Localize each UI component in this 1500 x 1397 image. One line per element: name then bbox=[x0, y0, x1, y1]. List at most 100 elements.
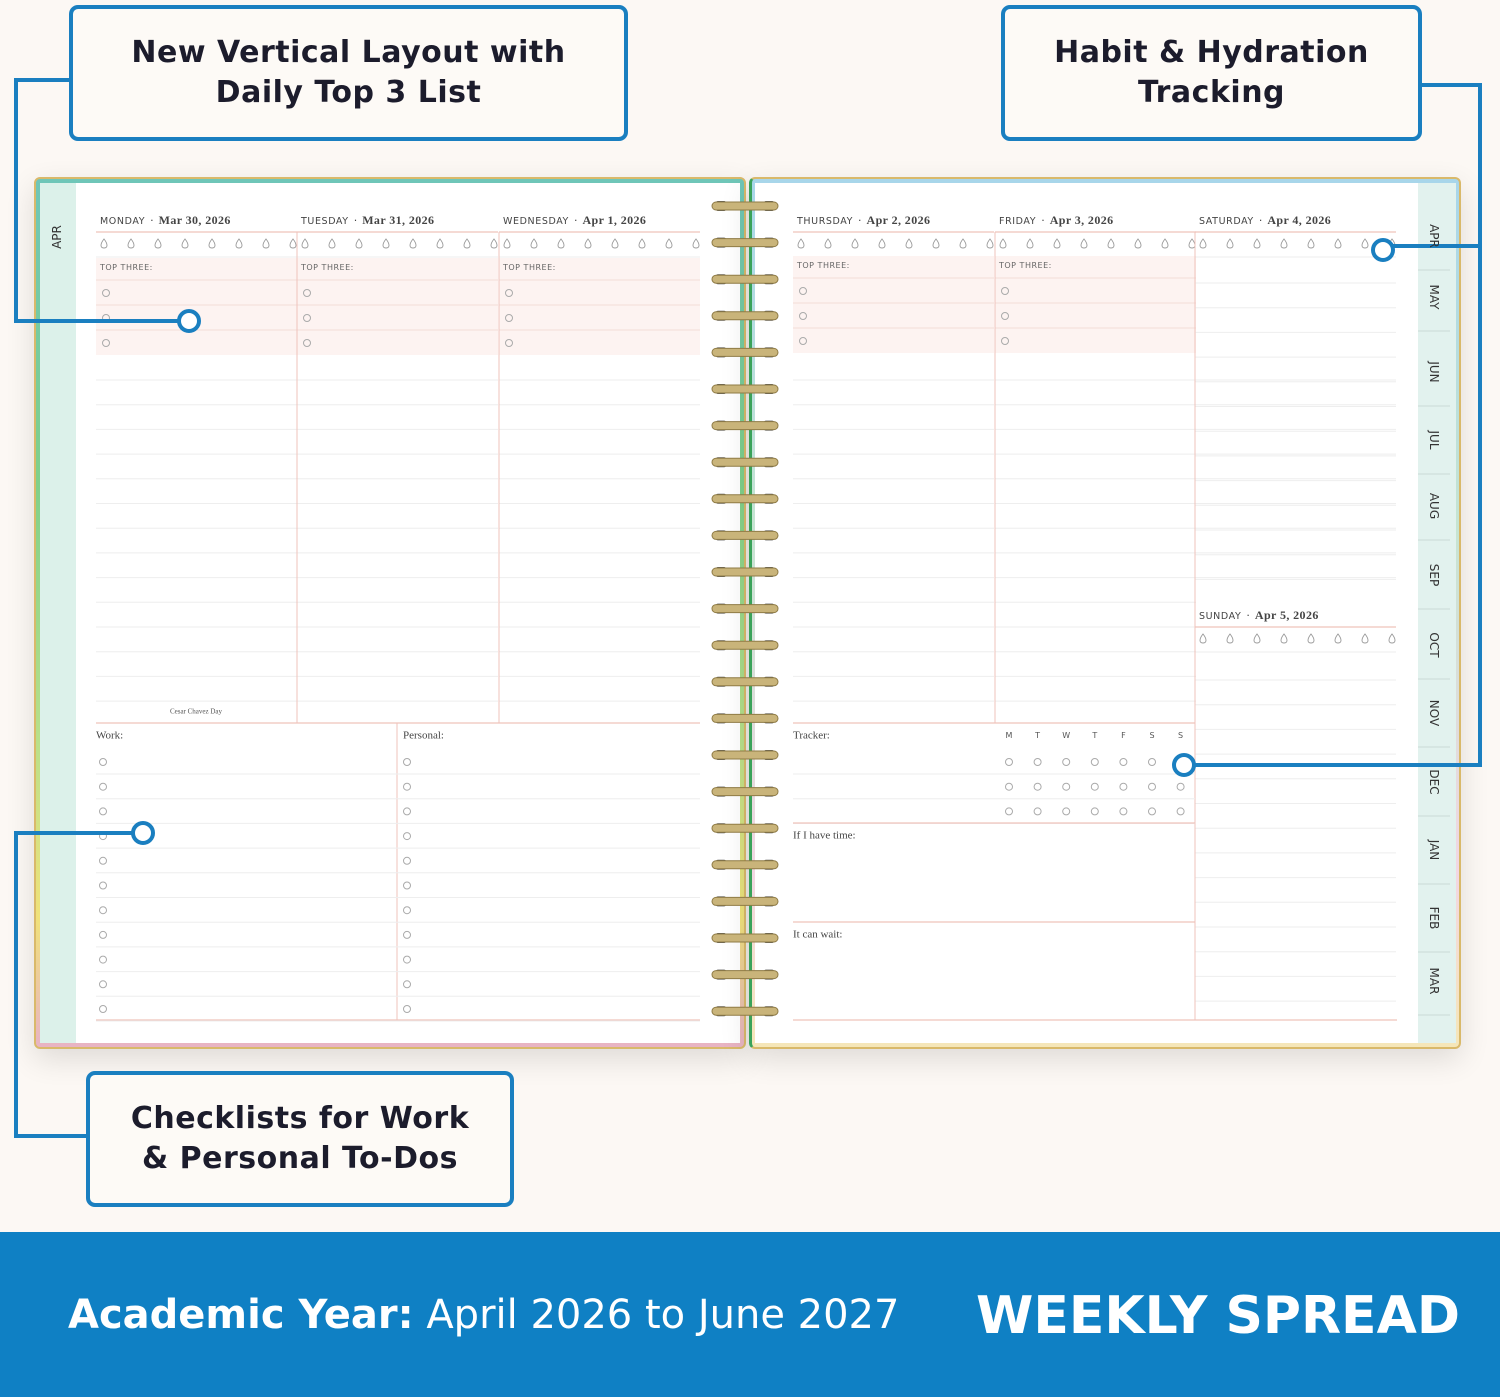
day-header-part: · bbox=[1246, 609, 1250, 622]
spiral-ring bbox=[711, 421, 779, 431]
water-drop bbox=[1161, 238, 1169, 249]
tracker-day: T bbox=[1035, 731, 1041, 740]
checkbox bbox=[505, 289, 513, 297]
checkbox bbox=[1148, 807, 1156, 816]
water-drop bbox=[1134, 238, 1142, 249]
water-drop bbox=[851, 238, 859, 249]
spiral-ring bbox=[711, 201, 779, 211]
spiral-ring bbox=[711, 713, 779, 723]
water-drop bbox=[262, 238, 270, 249]
tracker-day: W bbox=[1062, 731, 1071, 740]
footer-label: Academic Year: bbox=[68, 1292, 414, 1338]
tab-label: JAN bbox=[1427, 839, 1441, 861]
top-three-band bbox=[96, 258, 297, 355]
day-header: WEDNESDAY · Apr 1, 2026 bbox=[503, 211, 646, 227]
water-drop bbox=[1388, 633, 1396, 644]
connector-dot bbox=[131, 821, 155, 845]
checkbox bbox=[303, 289, 311, 297]
day-header-part: Apr 3, 2026 bbox=[1049, 213, 1114, 227]
tracker-day: S bbox=[1149, 731, 1155, 740]
day-header-part: THURSDAY bbox=[797, 216, 854, 227]
water-drop bbox=[355, 238, 363, 249]
checkbox bbox=[99, 782, 107, 791]
day-header-part: · bbox=[1258, 214, 1263, 227]
checkbox bbox=[99, 881, 107, 890]
spiral-ring bbox=[711, 567, 779, 577]
spiral-ring bbox=[711, 494, 779, 504]
tab-label: FEB bbox=[1427, 906, 1441, 930]
spiral-ring bbox=[711, 860, 779, 870]
section-label: Personal: bbox=[403, 729, 444, 742]
checkbox bbox=[99, 930, 107, 939]
water-drop bbox=[1026, 238, 1034, 249]
water-drop bbox=[154, 238, 162, 249]
water-drop bbox=[1199, 633, 1207, 644]
checkbox bbox=[403, 881, 411, 890]
checkbox bbox=[403, 1005, 411, 1013]
top-three-band bbox=[793, 256, 994, 353]
water-drop bbox=[1253, 238, 1261, 249]
footer-range: April 2026 to June 2027 bbox=[426, 1292, 900, 1338]
tab-label: SEP bbox=[1427, 563, 1441, 587]
water-drop bbox=[1188, 238, 1196, 249]
top-three-band bbox=[995, 256, 1196, 353]
spiral-ring bbox=[711, 640, 779, 650]
checkbox bbox=[505, 339, 513, 347]
water-drop bbox=[824, 238, 832, 249]
checkbox bbox=[1148, 782, 1156, 791]
tab-label: MAR bbox=[1427, 967, 1441, 995]
tracker-day: T bbox=[1092, 731, 1098, 740]
water-drop bbox=[638, 238, 646, 249]
water-drop bbox=[490, 238, 498, 249]
callout-text: Daily Top 3 List bbox=[215, 75, 482, 110]
callout-text: Tracking bbox=[1137, 75, 1286, 110]
tracker-day: M bbox=[1005, 731, 1013, 740]
checkbox bbox=[99, 906, 107, 915]
connector-dot bbox=[177, 309, 201, 333]
checkbox bbox=[1033, 758, 1042, 766]
checkbox bbox=[99, 1005, 107, 1013]
checkbox bbox=[1119, 782, 1128, 791]
checkbox bbox=[102, 339, 110, 347]
day-header: MONDAY · Mar 30, 2026 bbox=[100, 211, 231, 227]
water-drop bbox=[1334, 633, 1342, 644]
checkbox bbox=[99, 758, 107, 766]
spiral-ring bbox=[711, 823, 779, 833]
spiral-ring bbox=[711, 750, 779, 760]
connector-dot bbox=[1371, 238, 1395, 262]
water-drop bbox=[1334, 238, 1342, 249]
right-tab-strip bbox=[1416, 183, 1456, 1043]
connector-line bbox=[1194, 83, 1482, 767]
water-drop bbox=[235, 238, 243, 249]
tab-label: OCT bbox=[1427, 632, 1441, 658]
water-drop bbox=[1307, 238, 1315, 249]
day-header-part: Apr 1, 2026 bbox=[582, 213, 647, 227]
spiral-ring bbox=[711, 970, 779, 980]
spiral-ring bbox=[711, 238, 779, 248]
checkbox bbox=[1005, 807, 1013, 816]
checkbox bbox=[403, 906, 411, 915]
water-drop bbox=[409, 238, 417, 249]
day-header-part: · bbox=[1041, 214, 1045, 227]
checkbox bbox=[1033, 782, 1042, 791]
left-tab-strip bbox=[40, 183, 80, 1043]
water-drop bbox=[1307, 633, 1315, 644]
water-drop bbox=[463, 238, 471, 249]
water-drop bbox=[584, 238, 592, 249]
spiral-ring bbox=[711, 604, 779, 614]
checkbox bbox=[1005, 758, 1013, 766]
checkbox bbox=[403, 856, 411, 865]
top-three-label: TOP THREE: bbox=[301, 263, 354, 272]
day-header: FRIDAY · Apr 3, 2026 bbox=[999, 211, 1114, 227]
water-drop bbox=[382, 238, 390, 249]
tab-label: NOV bbox=[1427, 699, 1441, 727]
day-header-part: Mar 30, 2026 bbox=[158, 213, 231, 227]
callout-box: New Vertical Layout with Daily Top 3 Lis… bbox=[69, 5, 628, 141]
day-header-part: WEDNESDAY bbox=[503, 216, 569, 227]
water-drop bbox=[1361, 633, 1369, 644]
checkbox bbox=[1005, 782, 1013, 791]
callout-box: Checklists for Work & Personal To-Dos bbox=[86, 1071, 514, 1207]
checkbox bbox=[403, 758, 411, 766]
